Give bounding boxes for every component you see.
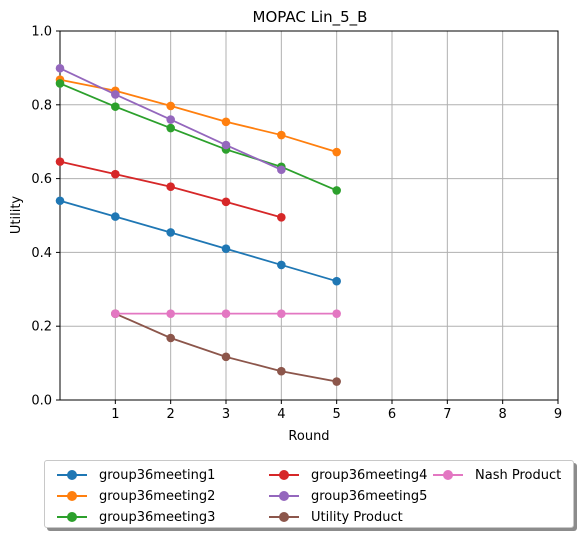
legend-swatch bbox=[57, 486, 87, 506]
data-point bbox=[55, 63, 65, 73]
legend-label: group36meeting4 bbox=[311, 467, 428, 483]
data-point bbox=[332, 309, 341, 318]
data-point bbox=[221, 309, 231, 318]
data-point bbox=[111, 102, 120, 111]
data-point bbox=[166, 115, 175, 124]
legend-item: group36meeting5 bbox=[269, 486, 427, 506]
legend-label: group36meeting2 bbox=[99, 488, 216, 504]
series-Utility Product bbox=[111, 309, 341, 386]
legend-item: group36meeting1 bbox=[57, 465, 215, 485]
legend: group36meeting1 group36meeting2 group36mee… bbox=[44, 460, 574, 528]
x-tick-label: 7 bbox=[443, 407, 451, 422]
data-point bbox=[277, 260, 286, 270]
series-group36meeting5 bbox=[55, 63, 286, 175]
data-point bbox=[166, 228, 175, 237]
series-line bbox=[59, 199, 337, 283]
y-tick-label: 0.4 bbox=[31, 246, 52, 261]
data-point bbox=[221, 117, 231, 127]
series-group36meeting3 bbox=[55, 79, 341, 195]
data-point bbox=[332, 186, 341, 195]
series-layer bbox=[55, 63, 341, 386]
data-point bbox=[221, 140, 231, 150]
data-point bbox=[221, 352, 231, 362]
data-point bbox=[166, 101, 175, 111]
data-point bbox=[277, 165, 286, 175]
data-point bbox=[55, 196, 65, 206]
legend-item: group36meeting2 bbox=[57, 486, 215, 506]
data-point bbox=[332, 377, 341, 386]
y-tick-label: 0.6 bbox=[31, 172, 52, 187]
series-Nash Product bbox=[111, 309, 341, 318]
data-point bbox=[111, 90, 120, 99]
legend-item: Utility Product bbox=[269, 507, 403, 527]
data-point bbox=[332, 276, 341, 286]
y-tick-label: 0.2 bbox=[31, 320, 52, 335]
legend-label: group36meeting5 bbox=[311, 488, 428, 504]
legend-swatch bbox=[269, 465, 299, 485]
data-point bbox=[166, 309, 175, 318]
series-line bbox=[59, 78, 337, 153]
x-tick-label: 6 bbox=[388, 407, 396, 422]
axis-ticks: 1 2 3 4 5 6 7 8 9 0.0 0.2 0.4 0.6 0.8 1.0 bbox=[31, 25, 562, 423]
chart-title: MOPAC Lin_5_B bbox=[253, 8, 368, 27]
y-tick-label: 0.8 bbox=[31, 98, 52, 113]
data-point bbox=[166, 182, 175, 192]
data-point bbox=[277, 213, 286, 222]
x-tick-label: 1 bbox=[111, 407, 119, 422]
series-group36meeting1 bbox=[55, 196, 341, 286]
plot-frame bbox=[59, 30, 559, 401]
legend-label: Nash Product bbox=[475, 467, 562, 483]
legend-item: group36meeting4 bbox=[269, 465, 427, 485]
data-point bbox=[111, 212, 120, 221]
legend-swatch bbox=[269, 486, 299, 506]
y-tick-label: 1.0 bbox=[31, 25, 52, 40]
legend-swatch bbox=[57, 465, 87, 485]
legend-label: Utility Product bbox=[311, 509, 403, 525]
data-point bbox=[277, 366, 286, 376]
data-point bbox=[221, 197, 231, 207]
x-tick-label: 8 bbox=[499, 407, 507, 422]
data-point bbox=[55, 79, 65, 88]
x-tick-label: 2 bbox=[167, 407, 175, 422]
data-point bbox=[111, 169, 120, 179]
y-tick-label: 0.0 bbox=[31, 394, 52, 409]
series-group36meeting4 bbox=[55, 157, 286, 222]
x-tick-label: 4 bbox=[277, 407, 285, 422]
data-point bbox=[332, 147, 341, 157]
x-tick-label: 9 bbox=[554, 407, 562, 422]
legend-label: group36meeting1 bbox=[99, 467, 216, 483]
legend-swatch bbox=[57, 507, 87, 527]
data-point bbox=[111, 309, 120, 318]
legend-item: group36meeting3 bbox=[57, 507, 215, 527]
data-point bbox=[166, 333, 175, 343]
x-tick-label: 5 bbox=[333, 407, 341, 422]
series-line bbox=[59, 82, 338, 192]
legend-label: group36meeting3 bbox=[99, 509, 216, 525]
x-tick-label: 3 bbox=[222, 407, 230, 422]
data-point bbox=[277, 130, 286, 140]
series-group36meeting2 bbox=[55, 75, 341, 157]
data-point bbox=[166, 123, 175, 133]
y-axis-label: Utility bbox=[9, 196, 24, 235]
data-point bbox=[55, 157, 65, 166]
grid bbox=[60, 30, 559, 401]
x-axis-label: Round bbox=[288, 429, 329, 444]
data-point bbox=[277, 309, 286, 318]
data-point bbox=[221, 244, 231, 254]
legend-item: Nash Product bbox=[433, 465, 561, 485]
legend-swatch bbox=[433, 465, 463, 485]
legend-swatch bbox=[269, 507, 299, 527]
